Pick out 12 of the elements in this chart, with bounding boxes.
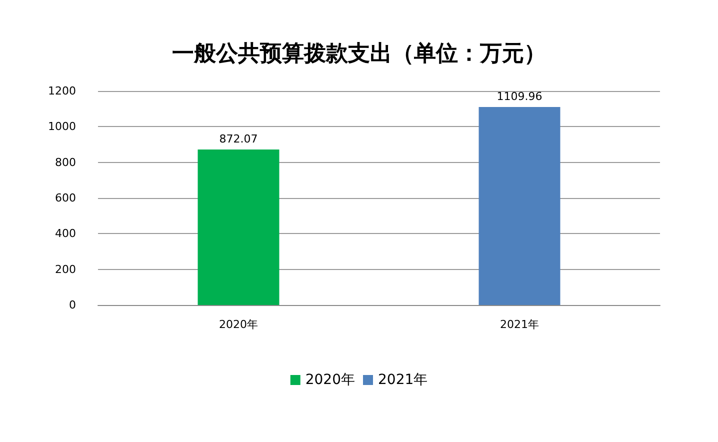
y-tick-label: 600 bbox=[55, 192, 76, 204]
y-tick-label: 400 bbox=[55, 227, 76, 240]
legend-label: 2021年 bbox=[378, 372, 428, 388]
y-tick-label: 1000 bbox=[48, 120, 76, 134]
y-tick-label: 800 bbox=[55, 156, 76, 169]
y-tick-label: 200 bbox=[55, 262, 76, 276]
data-label: 872.07 bbox=[219, 132, 258, 146]
y-tick-label: 0 bbox=[69, 298, 76, 312]
y-tick-label: 1200 bbox=[48, 84, 76, 98]
chart-title: 一般公共预算拨款支出（单位：万元） bbox=[172, 42, 546, 66]
legend-label: 2020年 bbox=[305, 372, 356, 388]
data-label: 1109.96 bbox=[496, 90, 542, 104]
